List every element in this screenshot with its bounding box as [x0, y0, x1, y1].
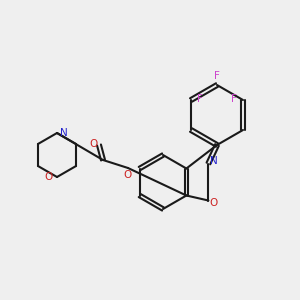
Text: N: N	[209, 157, 217, 166]
Text: O: O	[90, 139, 98, 149]
Text: O: O	[209, 197, 217, 208]
Text: N: N	[60, 128, 68, 138]
Text: O: O	[45, 172, 53, 182]
Text: F: F	[197, 94, 203, 104]
Text: O: O	[124, 170, 132, 180]
Text: F: F	[231, 94, 237, 104]
Text: F: F	[214, 71, 220, 81]
